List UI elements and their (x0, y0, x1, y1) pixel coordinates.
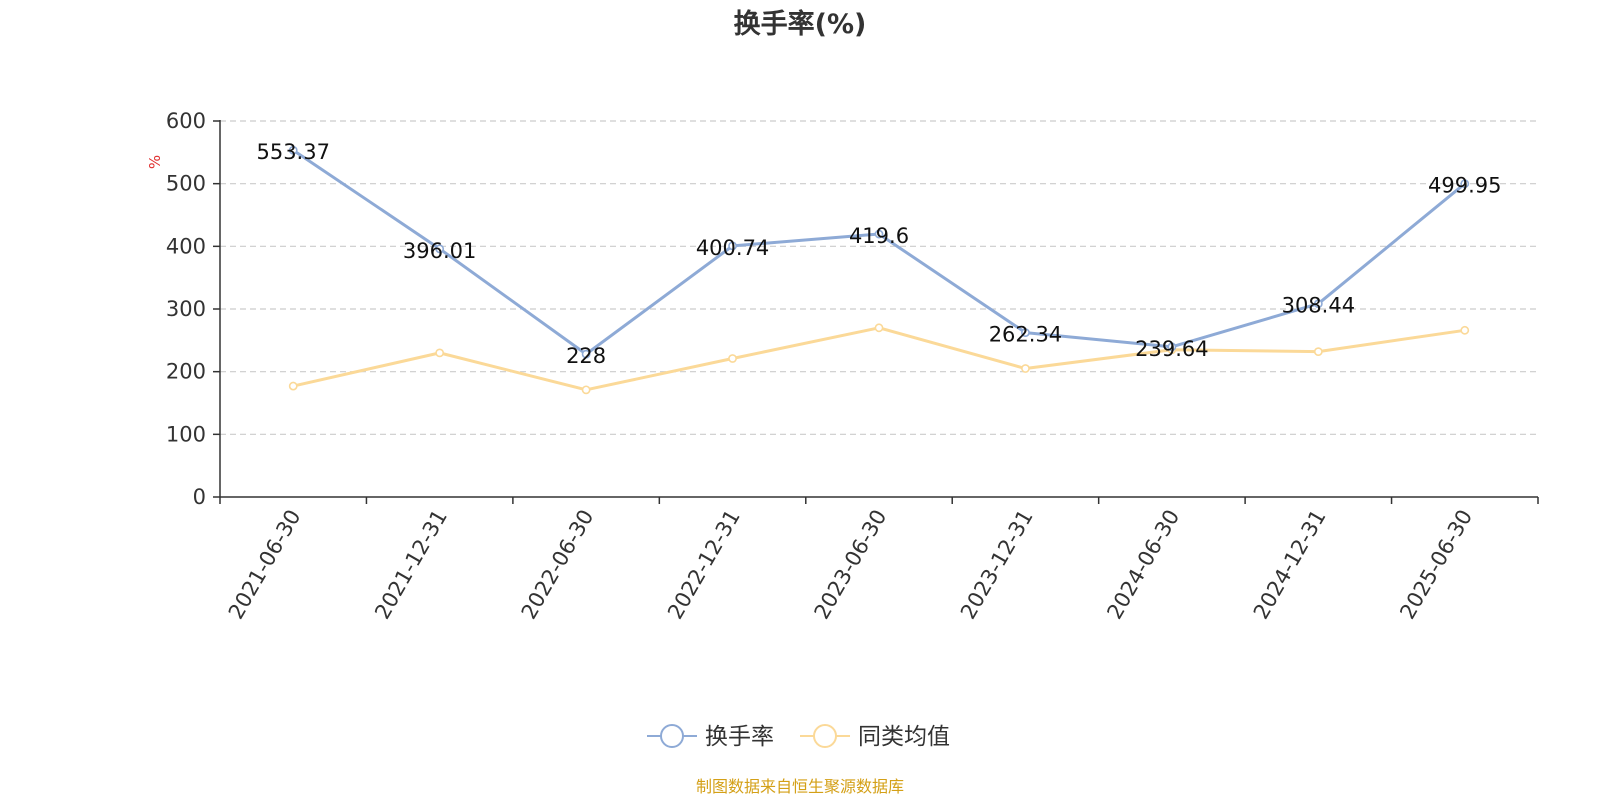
y-tick-label: 300 (166, 297, 206, 321)
x-tick-label: 2022-12-31 (663, 506, 745, 624)
y-axis-unit-label: % (146, 155, 164, 169)
data-label: 419.6 (849, 224, 909, 248)
axes: 0 100 200 300 400 500 600 2021-06-30 2021-12-31 2… (166, 109, 1539, 624)
data-point (874, 229, 884, 239)
data-point (288, 381, 298, 391)
y-tick-label: 600 (166, 109, 206, 133)
legend-marker (813, 724, 837, 748)
x-tick-label: 2024-12-31 (1249, 506, 1331, 624)
data-label: 553.37 (256, 140, 329, 164)
data-label: 499.95 (1428, 174, 1501, 198)
legend-label[interactable]: 同类均值 (858, 724, 950, 750)
data-labels: 553.37 396.01 228 400.74 419.6 262.34 239.64 30… (256, 140, 1501, 368)
data-point (1313, 299, 1323, 309)
x-tick-label: 2021-12-31 (370, 505, 452, 623)
chart-title: 换手率(%) (734, 8, 867, 40)
data-point (581, 349, 591, 359)
grid-lines (220, 120, 1538, 435)
legend: 换手率 同类均值 (647, 724, 950, 750)
x-tick-label: 2022-06-30 (517, 506, 599, 624)
y-tick-label: 200 (166, 360, 206, 384)
data-label: 396.01 (403, 239, 476, 263)
data-label: 228 (566, 344, 606, 368)
data-point (581, 385, 591, 395)
data-point (728, 354, 737, 363)
data-point (1021, 364, 1030, 373)
data-point (435, 348, 445, 358)
data-label: 239.64 (1135, 337, 1208, 361)
x-tick-label: 2023-06-30 (810, 506, 892, 624)
data-label: 400.74 (696, 236, 769, 260)
series-line-1 (292, 326, 1465, 392)
data-point (435, 244, 445, 254)
data-point (1021, 328, 1030, 338)
x-tick-label: 2025-06-30 (1395, 506, 1477, 624)
y-tick-label: 0 (193, 485, 206, 509)
x-tick-label: 2023-12-31 (956, 506, 1038, 624)
y-tick-label: 500 (166, 172, 206, 196)
data-point (728, 241, 737, 251)
data-point (1460, 325, 1470, 335)
data-point (874, 323, 884, 333)
x-tick-label: 2021-06-30 (224, 506, 306, 624)
y-tick-label: 100 (166, 422, 206, 446)
data-label: 308.44 (1282, 294, 1355, 318)
y-tick-label: 400 (166, 234, 206, 258)
series-layer (288, 145, 1470, 395)
data-point (1167, 342, 1177, 352)
data-label: 262.34 (989, 323, 1062, 347)
legend-label[interactable]: 换手率 (705, 724, 774, 750)
legend-marker (660, 724, 684, 748)
source-note: 制图数据来自恒生聚源数据库 (696, 777, 904, 796)
data-point (288, 145, 298, 155)
x-tick-label: 2024-06-30 (1102, 506, 1184, 624)
data-point (1460, 179, 1470, 189)
data-point (1313, 347, 1323, 357)
